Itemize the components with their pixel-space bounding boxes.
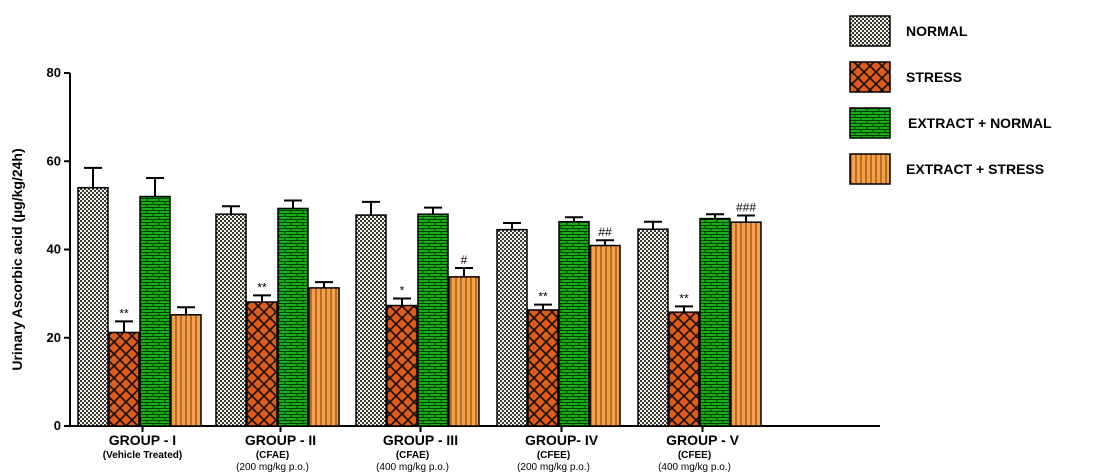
bar-bricks: [417, 213, 449, 427]
bar-dots: [355, 214, 387, 427]
significance-label: ##: [598, 225, 612, 239]
y-tick-label: 80: [47, 65, 61, 80]
legend-label: STRESS: [906, 69, 962, 85]
significance-label: ###: [736, 201, 756, 215]
bar-crosshatch: [386, 304, 418, 427]
category-dose-label: (400 mg/kg p.o.): [376, 462, 449, 473]
legend-label: EXTRACT + STRESS: [906, 161, 1044, 177]
category-sublabel: (CFEE): [537, 450, 570, 461]
bar-vlines: [170, 314, 202, 427]
significance-label: *: [400, 283, 405, 297]
bar-vlines: [730, 221, 762, 427]
y-tick-label: 20: [47, 330, 61, 345]
bar-crosshatch: [527, 309, 559, 427]
category-label: GROUP - III: [383, 432, 458, 448]
category-sublabel: (CFAE): [396, 450, 429, 461]
bar-bricks: [558, 220, 590, 427]
bar-crosshatch: [108, 331, 140, 427]
y-tick-label: 40: [47, 242, 61, 257]
category-sublabel: (CFAE): [256, 450, 289, 461]
category-dose-label: (200 mg/kg p.o.): [517, 462, 590, 473]
legend-label: EXTRACT + NORMAL: [908, 115, 1052, 131]
bar-dots: [637, 228, 669, 427]
significance-label: **: [538, 290, 548, 304]
bar-bricks: [139, 195, 171, 427]
significance-label: #: [461, 253, 468, 267]
bar-vlines: [448, 276, 480, 427]
category-label: GROUP - II: [245, 432, 316, 448]
legend-swatch-vlines: [849, 153, 891, 185]
y-tick-label: 0: [54, 418, 61, 433]
bar-crosshatch: [668, 311, 700, 427]
category-dose-label: (400 mg/kg p.o.): [658, 462, 731, 473]
category-sublabel: (CFEE): [678, 450, 711, 461]
bar-vlines: [308, 287, 340, 427]
category-dose-label: (200 mg/kg p.o.): [236, 462, 309, 473]
category-label: GROUP - V: [666, 432, 740, 448]
category-sublabel: (Vehicle Treated): [103, 450, 182, 461]
category-label: GROUP- IV: [525, 432, 599, 448]
bar-dots: [496, 228, 528, 427]
category-label: GROUP - I: [109, 432, 176, 448]
significance-label: **: [257, 280, 267, 294]
bar-dots: [215, 213, 247, 427]
bar-dots: [77, 186, 109, 427]
legend-swatch-bricks: [849, 107, 891, 139]
significance-label: **: [119, 306, 129, 320]
bar-bricks: [699, 217, 731, 427]
bar-bricks: [277, 207, 309, 427]
legend-label: NORMAL: [906, 23, 968, 39]
significance-label: **: [679, 291, 689, 305]
bar-crosshatch: [246, 301, 278, 427]
legend-swatch-crosshatch: [849, 61, 891, 93]
y-axis-label: Urinary Ascorbic acid (µg/kg/24h): [9, 148, 25, 370]
bar-vlines: [589, 244, 621, 427]
legend-swatch-dots: [849, 15, 891, 47]
y-tick-label: 60: [47, 153, 61, 168]
